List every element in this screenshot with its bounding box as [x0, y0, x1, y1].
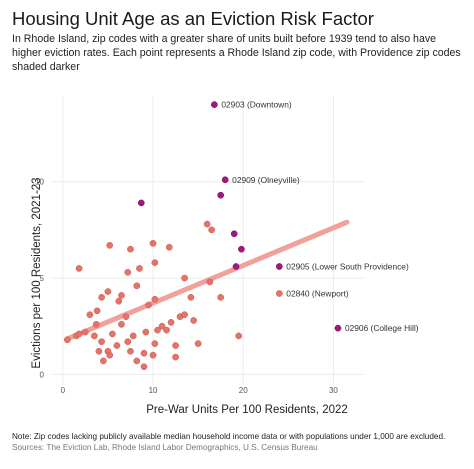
annotated-zip-point	[275, 290, 283, 297]
zip-point	[142, 328, 150, 336]
zip-point	[124, 338, 132, 346]
zip-point	[124, 268, 132, 276]
zip-point	[136, 265, 143, 272]
chart-title: Housing Unit Age as an Eviction Risk Fac…	[12, 8, 374, 29]
zip-point	[104, 288, 112, 295]
zip-point	[154, 326, 161, 334]
zip-point	[187, 294, 195, 301]
zip-point	[181, 274, 188, 282]
zip-point	[129, 332, 137, 340]
x-tick-label: 0	[61, 386, 66, 395]
providence-zip-point	[238, 245, 245, 253]
zip-point	[145, 301, 152, 309]
zip-point	[75, 330, 83, 338]
y-tick-labels: 0 5 10	[35, 178, 44, 380]
zip-point	[140, 349, 148, 357]
zip-point	[165, 243, 173, 251]
zip-point	[133, 282, 141, 290]
providence-zip-point	[232, 263, 240, 270]
zip-point	[100, 357, 107, 365]
zip-point	[115, 297, 123, 305]
point-annotation-label: 02903 (Downtown)	[221, 100, 292, 110]
zip-point	[151, 340, 159, 347]
point-annotation-label: 02840 (Newport)	[286, 288, 349, 298]
data-points	[63, 101, 342, 371]
zip-point	[151, 259, 159, 267]
zip-point	[190, 317, 197, 324]
y-axis-label: Evictions per 100 Residents, 2021-23	[31, 177, 43, 368]
providence-zip-point	[217, 191, 225, 199]
zip-point	[149, 351, 157, 359]
zip-point	[98, 294, 105, 301]
zip-point	[133, 357, 141, 365]
zip-point	[113, 342, 121, 349]
zip-point	[92, 320, 100, 328]
zip-point	[109, 330, 116, 338]
footnote: Note: Zip codes lacking publicly availab…	[12, 431, 445, 453]
providence-zip-point	[221, 176, 229, 184]
footnote-sources: Sources: The Eviction Lab, Rhode Island …	[12, 443, 318, 452]
zip-point	[172, 353, 179, 361]
y-tick-label: 10	[35, 178, 44, 187]
point-annotation-label: 02905 (Lower South Providence)	[286, 262, 409, 272]
providence-zip-point	[334, 324, 342, 332]
zip-point	[217, 294, 225, 301]
zip-point	[118, 320, 125, 328]
zip-point	[82, 328, 89, 336]
zip-point	[106, 241, 114, 249]
y-tick-label: 5	[40, 274, 45, 283]
zip-point	[235, 332, 243, 340]
zip-point	[91, 332, 98, 340]
x-tick-label: 10	[149, 386, 158, 395]
providence-zip-point	[275, 263, 283, 270]
chart-subtitle: In Rhode Island, zip codes with a greate…	[12, 33, 461, 73]
gridlines	[52, 95, 365, 386]
y-tick-label: 0	[40, 370, 45, 379]
zip-point	[98, 338, 105, 346]
providence-zip-point	[137, 199, 145, 207]
zip-point	[151, 295, 159, 303]
zip-point	[172, 342, 179, 349]
zip-point	[86, 311, 94, 319]
zip-point	[122, 313, 130, 320]
footnote-note: Note: Zip codes lacking publicly availab…	[12, 432, 446, 441]
point-annotation-label: 02906 (College Hill)	[345, 323, 419, 333]
zip-point	[163, 326, 170, 334]
providence-zip-point	[230, 230, 238, 238]
zip-point	[93, 307, 101, 315]
zip-point	[149, 240, 157, 247]
zip-point	[203, 220, 211, 228]
zip-point	[63, 336, 71, 344]
zip-point	[140, 363, 148, 371]
zip-point	[127, 245, 134, 253]
zip-point	[106, 351, 114, 359]
point-annotations: 02903 (Downtown) 02909 (Olneyville) 02905 …	[221, 100, 418, 334]
point-annotation-label: 02909 (Olneyville)	[232, 175, 300, 185]
zip-point	[206, 278, 214, 286]
zip-point	[127, 347, 134, 355]
x-tick-label: 30	[329, 386, 338, 395]
zip-point	[158, 322, 166, 330]
providence-zip-point	[211, 101, 218, 108]
zip-point	[208, 226, 216, 234]
x-tick-label: 20	[239, 386, 248, 395]
zip-point	[95, 347, 103, 355]
zip-point	[194, 340, 202, 347]
zip-point	[167, 319, 175, 326]
zip-point	[75, 265, 83, 272]
x-tick-labels: 0 10 20 30	[61, 386, 339, 395]
x-axis-label: Pre-War Units Per 100 Residents, 2022	[146, 404, 348, 416]
zip-point	[118, 292, 125, 299]
zip-point	[181, 311, 188, 319]
